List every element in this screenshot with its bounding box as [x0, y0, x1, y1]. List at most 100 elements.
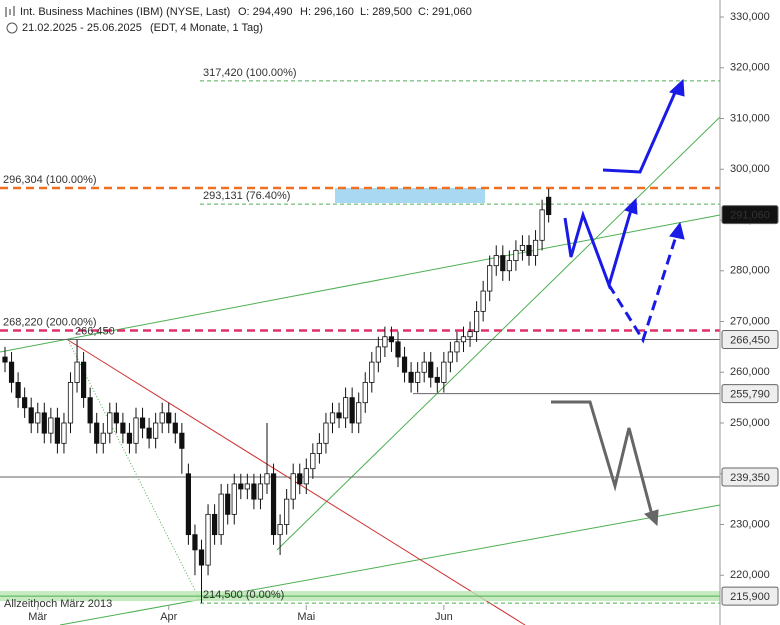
projection [551, 78, 685, 527]
x-tick-label: Apr [160, 611, 177, 623]
y-tick-label: 330,000 [730, 11, 770, 23]
trend-line [67, 339, 526, 625]
y-tick-label: 230,000 [730, 518, 770, 530]
candle-body [107, 412, 113, 434]
candle-body [120, 422, 126, 434]
candle-body [225, 493, 231, 515]
y-tick-label: 260,000 [730, 366, 770, 378]
candle-body [277, 524, 283, 536]
candle-body [198, 549, 205, 566]
candle-body [41, 412, 47, 434]
price-tag-label: 215,900 [730, 591, 770, 603]
candle-body [81, 361, 87, 399]
candle-body [61, 422, 67, 444]
candle-body [428, 361, 434, 378]
candle-body [408, 371, 414, 383]
trend-line [59, 504, 721, 625]
trend-line [276, 116, 721, 551]
candle-body [172, 422, 178, 434]
candle-body [54, 417, 61, 444]
candle-body [22, 397, 28, 409]
candle-body [323, 422, 329, 444]
price-tag [721, 586, 779, 606]
candle-body [460, 336, 467, 343]
candle-body [179, 432, 185, 449]
fib-line [67, 339, 201, 601]
candle-body [133, 417, 139, 444]
candle-body [375, 346, 381, 363]
candle-body [487, 265, 493, 292]
candle-body [100, 432, 106, 444]
y-tick-label: 310,000 [730, 112, 770, 124]
candle-body [467, 331, 473, 338]
ohlc-close: C: 291,060 [418, 6, 472, 18]
level-label: 268,220 (200.00%) [3, 316, 97, 328]
candle-body [251, 483, 257, 500]
candle-body [113, 412, 119, 424]
candle-body [434, 376, 440, 383]
candle-body [192, 534, 198, 551]
candle-body [441, 361, 447, 383]
plot [0, 80, 720, 604]
title: Int. Business Machines (IBM) (NYSE, Last… [20, 6, 230, 18]
zone [335, 188, 485, 203]
candle-body [67, 382, 74, 424]
candle-body [139, 417, 146, 429]
ohlc-open: O: 294,490 [238, 6, 292, 18]
candle-body [382, 336, 388, 348]
candle-body [297, 473, 303, 485]
trend-line [0, 214, 721, 353]
candle-body [454, 341, 460, 353]
candle-body [290, 473, 296, 500]
price-tag-label: 255,790 [730, 389, 770, 401]
candle-body [480, 290, 486, 312]
candle-body [238, 483, 244, 490]
y-tick-label: 270,000 [730, 315, 770, 327]
price-tag-label: 239,350 [730, 472, 770, 484]
ohlc-high: H: 296,160 [300, 6, 354, 18]
candle-body [153, 422, 159, 439]
candle-body [532, 239, 539, 256]
candle-body [356, 402, 362, 424]
price-tag [721, 384, 779, 404]
candle-body [74, 361, 80, 383]
candle-body [349, 397, 355, 424]
candle-body [401, 356, 408, 373]
candle-body [336, 412, 342, 419]
range-note: (EDT, 4 Monate, 1 Tag) [150, 22, 263, 34]
ohlc-low: L: 289,500 [360, 6, 412, 18]
candle-body [539, 209, 545, 241]
candle-body [264, 473, 270, 485]
candle-body [388, 336, 395, 343]
zone-label: Allzeithoch März 2013 [4, 598, 112, 610]
candle-body [342, 397, 349, 419]
candle-body [526, 244, 532, 256]
level-label: 214,500 (0.00%) [203, 589, 284, 601]
candle-body [146, 427, 152, 439]
candle-body [48, 417, 54, 434]
clock-icon [6, 22, 18, 34]
price-tag-label: 291,060 [730, 210, 770, 222]
candle-body [303, 468, 309, 485]
candle-body [231, 483, 237, 515]
candle-body [421, 361, 427, 373]
candle-body [415, 371, 421, 383]
candle-body [185, 473, 191, 536]
candle-body [244, 483, 250, 490]
candle-body [284, 498, 290, 525]
y-tick-label: 220,000 [730, 569, 770, 581]
candle-body [310, 453, 316, 470]
candle-body [513, 250, 519, 262]
candle-body [473, 310, 480, 333]
candle-body [87, 397, 93, 424]
candle-body [94, 422, 100, 444]
level-label: 317,420 (100.00%) [203, 67, 297, 79]
y-tick-label: 320,000 [730, 62, 770, 74]
candle-body [8, 361, 15, 383]
y-tick-label: 280,000 [730, 265, 770, 277]
candle-body [519, 244, 526, 251]
x-tick-label: Mär [28, 611, 47, 623]
candle-body [211, 513, 218, 536]
